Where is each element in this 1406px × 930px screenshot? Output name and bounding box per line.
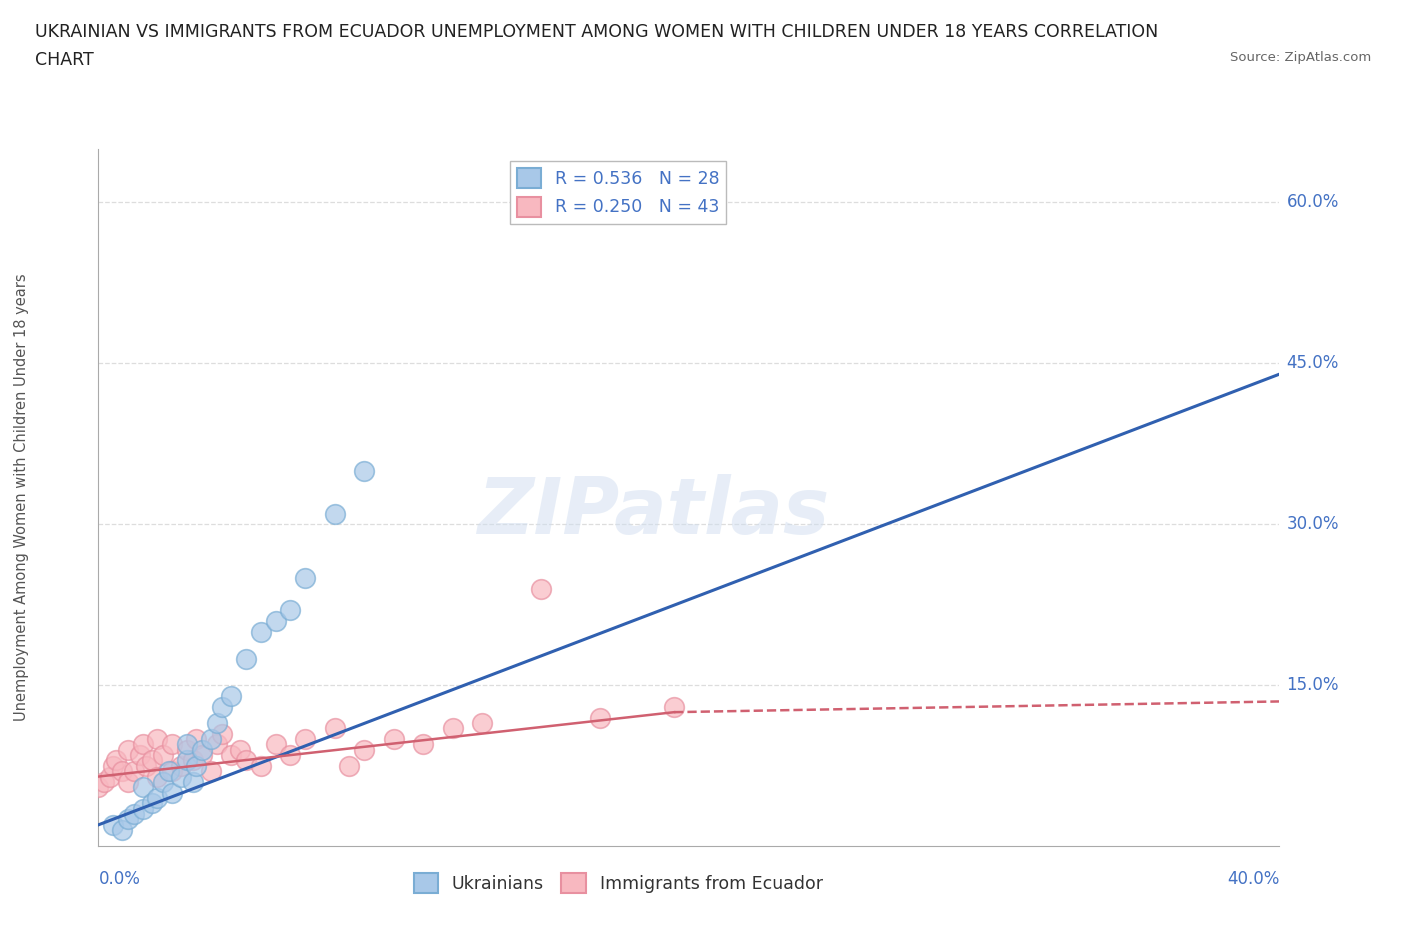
Point xyxy=(132,737,155,751)
Point xyxy=(205,737,228,751)
Point xyxy=(264,737,287,751)
Point xyxy=(135,758,157,773)
Text: 30.0%: 30.0% xyxy=(1286,515,1339,534)
Point xyxy=(87,780,110,795)
Point xyxy=(589,711,612,725)
Point xyxy=(353,463,375,478)
Point xyxy=(250,624,273,639)
Point xyxy=(219,688,242,703)
Text: CHART: CHART xyxy=(35,51,94,69)
Point xyxy=(191,748,214,763)
Point xyxy=(141,753,163,768)
Point xyxy=(337,758,360,773)
Text: 45.0%: 45.0% xyxy=(1286,354,1339,372)
Point xyxy=(211,726,233,741)
Point xyxy=(412,737,434,751)
Point xyxy=(132,802,155,817)
Point xyxy=(111,764,134,778)
Point xyxy=(152,775,174,790)
Point xyxy=(162,737,183,751)
Text: 40.0%: 40.0% xyxy=(1227,870,1279,887)
Point xyxy=(278,748,302,763)
Point xyxy=(191,742,214,757)
Point xyxy=(152,748,174,763)
Point xyxy=(294,732,316,747)
Point xyxy=(141,796,163,811)
Point xyxy=(382,732,405,747)
Point xyxy=(184,732,207,747)
Point xyxy=(235,753,257,768)
Point xyxy=(530,581,553,596)
Point xyxy=(170,758,193,773)
Point xyxy=(323,506,346,521)
Text: 60.0%: 60.0% xyxy=(1286,193,1339,211)
Text: Unemployment Among Women with Children Under 18 years: Unemployment Among Women with Children U… xyxy=(14,273,28,722)
Point xyxy=(103,817,125,832)
Point xyxy=(146,790,169,805)
Point xyxy=(146,732,169,747)
Point xyxy=(157,764,180,778)
Point xyxy=(294,571,316,586)
Point xyxy=(200,764,222,778)
Point xyxy=(117,742,139,757)
Point xyxy=(184,758,207,773)
Point xyxy=(132,780,155,795)
Point xyxy=(122,806,145,821)
Point xyxy=(176,737,198,751)
Point xyxy=(441,721,464,736)
Point xyxy=(211,699,233,714)
Text: 15.0%: 15.0% xyxy=(1286,676,1339,695)
Point xyxy=(105,753,128,768)
Point xyxy=(93,775,115,790)
Point xyxy=(250,758,273,773)
Point xyxy=(323,721,346,736)
Point xyxy=(181,753,204,768)
Point xyxy=(162,785,183,800)
Point xyxy=(117,775,139,790)
Point xyxy=(117,812,139,827)
Point xyxy=(471,715,494,730)
Point xyxy=(205,715,228,730)
Point xyxy=(162,764,183,778)
Point xyxy=(229,742,252,757)
Text: UKRAINIAN VS IMMIGRANTS FROM ECUADOR UNEMPLOYMENT AMONG WOMEN WITH CHILDREN UNDE: UKRAINIAN VS IMMIGRANTS FROM ECUADOR UNE… xyxy=(35,23,1159,41)
Point xyxy=(176,753,198,768)
Point xyxy=(111,823,134,838)
Point xyxy=(278,603,302,618)
Point xyxy=(170,769,193,784)
Point xyxy=(146,769,169,784)
Point xyxy=(181,775,204,790)
Text: 0.0%: 0.0% xyxy=(98,870,141,887)
Point xyxy=(128,748,150,763)
Point xyxy=(176,742,198,757)
Point xyxy=(235,651,257,666)
Point xyxy=(353,742,375,757)
Point xyxy=(98,769,121,784)
Legend: Ukrainians, Immigrants from Ecuador: Ukrainians, Immigrants from Ecuador xyxy=(406,867,830,900)
Point xyxy=(664,699,686,714)
Text: Source: ZipAtlas.com: Source: ZipAtlas.com xyxy=(1230,51,1371,64)
Point xyxy=(122,764,145,778)
Text: ZIPatlas: ZIPatlas xyxy=(478,473,830,550)
Point xyxy=(219,748,242,763)
Point xyxy=(200,732,222,747)
Point xyxy=(264,614,287,629)
Point xyxy=(103,758,125,773)
